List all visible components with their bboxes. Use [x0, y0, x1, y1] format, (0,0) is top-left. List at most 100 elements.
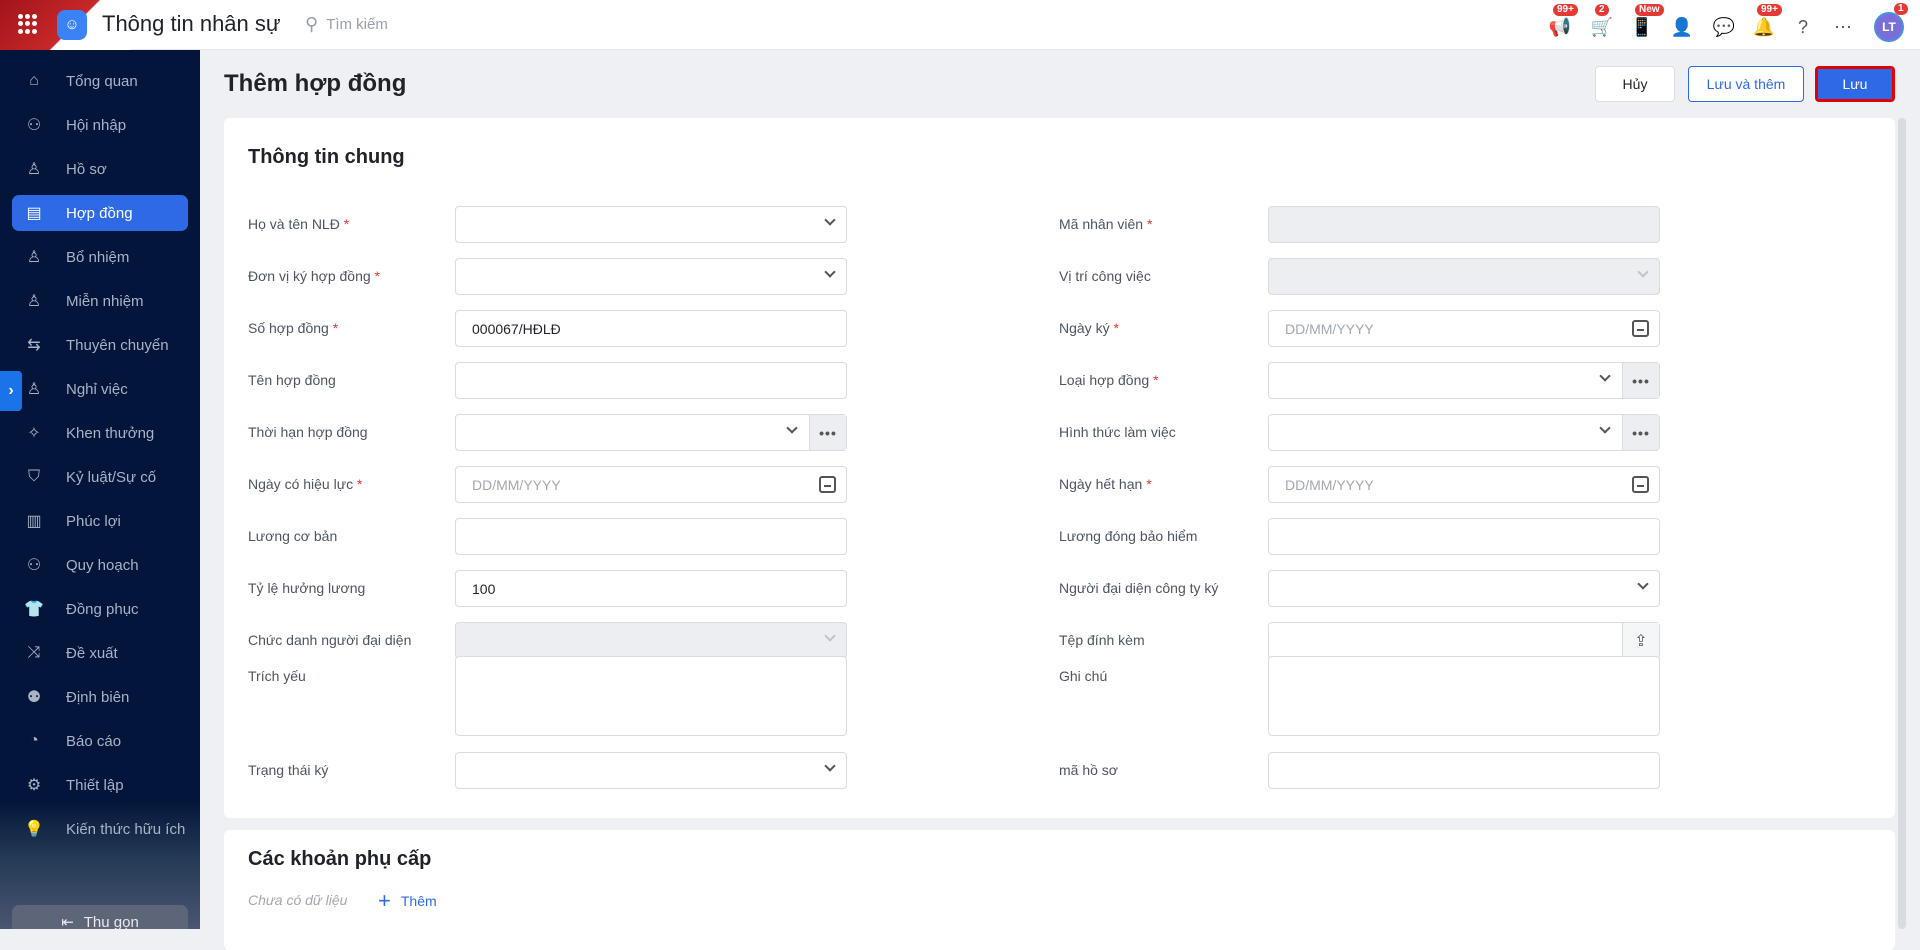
reward-icon: ✧: [27, 425, 41, 442]
save-and-add-button[interactable]: Lưu và thêm: [1688, 66, 1804, 102]
date-field[interactable]: DD/MM/YYYY: [455, 466, 847, 503]
textarea-field[interactable]: [1268, 656, 1660, 736]
sidebar-item[interactable]: ⇆ Thuyên chuyển: [12, 327, 188, 363]
plus-icon: +: [378, 888, 391, 913]
search-box[interactable]: ⚲ Tìm kiếm: [305, 14, 388, 35]
megaphone-icon[interactable]: 📢 99+: [1547, 4, 1578, 40]
chevron-down-icon: [1599, 422, 1611, 434]
field-label: Trích yếu: [248, 668, 306, 684]
chat-icon-glyph: 💬: [1712, 16, 1736, 37]
calendar-icon[interactable]: [1632, 320, 1649, 337]
more-icon[interactable]: ⋯: [1830, 14, 1856, 40]
avatar-badge: 1: [1894, 3, 1908, 15]
field-label: Mã nhân viên *: [1059, 216, 1153, 232]
shirt-icon: 👕: [24, 601, 44, 618]
sidebar-item[interactable]: ▥ Phúc lợi: [12, 503, 188, 539]
user-minus-icon: ♙: [26, 293, 42, 310]
field-label: Loại hợp đồng *: [1059, 372, 1159, 388]
text-field[interactable]: 100: [455, 570, 847, 607]
sidebar-item[interactable]: ✧ Khen thưởng: [12, 415, 188, 451]
scrollbar[interactable]: [1898, 118, 1906, 929]
field-label: Người đại diện công ty ký: [1059, 580, 1219, 596]
select-field[interactable]: [455, 206, 847, 243]
sidebar-item[interactable]: ⚇ Hội nhập: [12, 107, 188, 143]
sidebar-item[interactable]: ⚙ Thiết lập: [12, 767, 188, 803]
cart-icon[interactable]: 🛒 2: [1589, 4, 1615, 40]
app-grid-icon[interactable]: [18, 14, 38, 34]
sidebar-item[interactable]: ♙ Miễn nhiệm: [12, 283, 188, 319]
sidebar-item[interactable]: ⌂ Tổng quan: [12, 63, 188, 99]
sidebar-item[interactable]: 👕 Đồng phục: [12, 591, 188, 627]
upload-icon[interactable]: ⇪: [1622, 623, 1659, 658]
transfer-icon: ⇆: [27, 337, 41, 354]
more-options-button[interactable]: •••: [809, 415, 846, 450]
field-label: Ngày có hiệu lực *: [248, 476, 363, 492]
allowances-card: Các khoản phụ cấp Chưa có dữ liệu + Thêm: [224, 830, 1895, 950]
mobile-icon[interactable]: 📱 New: [1629, 4, 1664, 40]
field-label: Vị trí công việc: [1059, 268, 1151, 284]
sidebar-item[interactable]: ♙ Hồ sơ: [12, 151, 188, 187]
sidebar-item-label: Phúc lợi: [66, 512, 121, 530]
text-field[interactable]: [455, 362, 847, 399]
field-label: Đơn vị ký hợp đồng *: [248, 268, 380, 284]
sidebar-item[interactable]: ⛉ Kỷ luật/Sự cố: [12, 459, 188, 495]
sidebar-item[interactable]: ♙ Nghỉ việc: [12, 371, 188, 407]
chevron-down-icon: [824, 760, 836, 772]
sidebar-item[interactable]: ♙ Bổ nhiệm: [12, 239, 188, 275]
more-options-button[interactable]: •••: [1622, 363, 1659, 398]
date-field[interactable]: DD/MM/YYYY: [1268, 310, 1660, 347]
cancel-button[interactable]: Hủy: [1595, 66, 1675, 102]
sidebar-item-label: Hội nhập: [66, 116, 127, 134]
collapse-button[interactable]: ⇤ Thu gọn: [12, 905, 188, 929]
text-field[interactable]: [1268, 518, 1660, 555]
field-label: Ngày hết hạn *: [1059, 476, 1152, 492]
select-field[interactable]: [1268, 570, 1660, 607]
text-field[interactable]: [455, 518, 847, 555]
save-button[interactable]: Lưu: [1815, 66, 1895, 102]
user-x-icon: ♙: [26, 381, 42, 398]
field-value: 100: [472, 580, 496, 597]
upload-field[interactable]: ⇪: [1268, 622, 1660, 659]
select-more-field[interactable]: •••: [1268, 362, 1660, 399]
sidebar-item-label: Bổ nhiệm: [66, 248, 130, 266]
notification-badge: 99+: [1553, 4, 1578, 16]
sidebar-item[interactable]: ◔ Báo cáo: [12, 723, 188, 759]
sidebar: ⌂ Tổng quan ⚇ Hội nhập ♙ Hồ sơ ▤ Hợp đồng ♙ Bổ nh…: [0, 50, 200, 929]
sidebar-item[interactable]: ⤨ Đề xuất: [12, 635, 188, 671]
add-allowance-button[interactable]: + Thêm: [378, 888, 437, 914]
notification-badge: 99+: [1757, 4, 1782, 16]
select-field[interactable]: [455, 258, 847, 295]
benefit-icon: ▥: [26, 513, 42, 530]
sidebar-item[interactable]: ⚉ Định biên: [12, 679, 188, 715]
calendar-icon[interactable]: [1632, 476, 1649, 493]
date-field[interactable]: DD/MM/YYYY: [1268, 466, 1660, 503]
select-more-field[interactable]: •••: [455, 414, 847, 451]
home-icon: ⌂: [29, 72, 39, 89]
chat-icon[interactable]: 💬: [1711, 14, 1737, 40]
sidebar-item-label: Báo cáo: [66, 732, 122, 750]
field-label: Số hợp đồng *: [248, 320, 339, 336]
help-icon[interactable]: ?: [1790, 14, 1816, 40]
avatar[interactable]: LT 1: [1874, 3, 1908, 42]
sidebar-item-label: Nghỉ việc: [66, 380, 128, 398]
select-more-field[interactable]: •••: [1268, 414, 1660, 451]
sidebar-item-label: Miễn nhiệm: [66, 292, 144, 310]
more-options-button[interactable]: •••: [1622, 415, 1659, 450]
select-field[interactable]: [455, 752, 847, 789]
expand-sidebar-button[interactable]: ›: [0, 371, 22, 411]
textarea-field[interactable]: [455, 656, 847, 736]
sidebar-item[interactable]: ▤ Hợp đồng: [12, 195, 188, 231]
text-field[interactable]: [1268, 752, 1660, 789]
calendar-icon[interactable]: [819, 476, 836, 493]
text-field[interactable]: 000067/HĐLĐ: [455, 310, 847, 347]
user-add-icon[interactable]: 👤: [1669, 14, 1695, 40]
bell-icon[interactable]: 🔔 99+: [1751, 4, 1782, 40]
sidebar-item-label: Thiết lập: [66, 776, 124, 794]
sidebar-item[interactable]: ⚇ Quy hoạch: [12, 547, 188, 583]
field-label: Ghi chú: [1059, 668, 1108, 684]
lightbulb-icon: 💡: [24, 821, 44, 838]
field-label: Tỷ lệ hưởng lương: [248, 580, 366, 596]
group-icon: ⚇: [26, 117, 42, 134]
mobile-icon-glyph: 📱: [1630, 16, 1654, 37]
sidebar-item[interactable]: 💡 Kiến thức hữu ích: [12, 811, 188, 847]
